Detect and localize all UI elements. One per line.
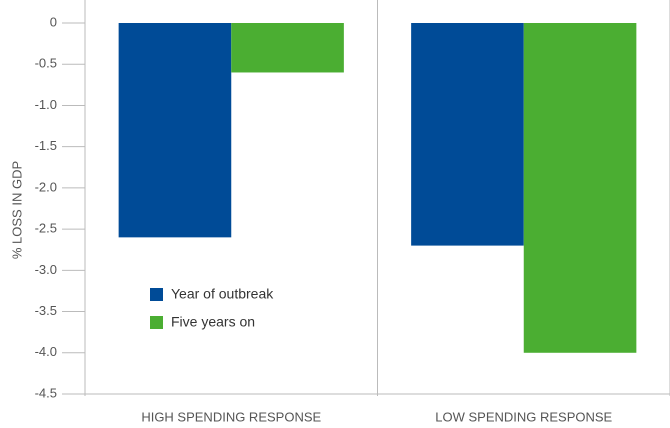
legend-swatch (150, 288, 163, 301)
x-tick-label: HIGH SPENDING RESPONSE (141, 409, 321, 424)
legend-label: Five years on (171, 314, 255, 330)
bar (118, 23, 232, 238)
y-tick-label: -1.5 (35, 138, 57, 153)
y-tick-label: -2.5 (35, 221, 57, 236)
y-tick-label: -3.0 (35, 262, 57, 277)
x-tick-label: LOW SPENDING RESPONSE (435, 409, 612, 424)
y-tick-label: -1.0 (35, 97, 57, 112)
y-tick-label: 0 (50, 14, 57, 29)
bar (523, 23, 637, 353)
bar (231, 23, 344, 73)
y-tick-label: -4.5 (35, 385, 57, 400)
bar (411, 23, 524, 246)
y-axis-label: % LOSS IN GDP (9, 161, 24, 259)
y-tick-label: -0.5 (35, 56, 57, 71)
legend-label: Year of outbreak (171, 286, 274, 302)
legend-box (138, 280, 298, 340)
legend-swatch (150, 316, 163, 329)
y-tick-label: -4.0 (35, 344, 57, 359)
y-tick-label: -3.5 (35, 303, 57, 318)
y-tick-label: -2.0 (35, 179, 57, 194)
